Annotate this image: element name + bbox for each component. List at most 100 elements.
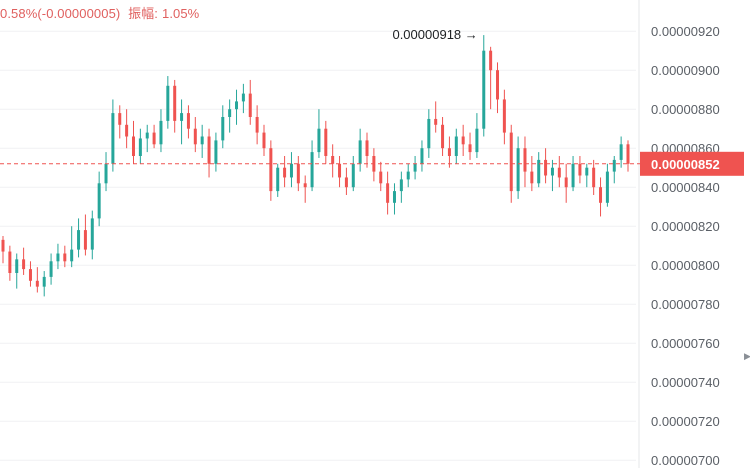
candle-body [509,132,513,192]
candle-body [496,70,500,100]
candle [585,163,589,188]
candle [441,117,445,156]
candle-body [324,128,328,156]
candle-body [468,144,472,153]
candle-body [262,132,266,149]
candle [544,148,548,184]
candle [392,183,396,215]
y-tick-label: 0.00000760 [651,336,720,351]
candle [207,128,211,178]
candle [578,156,582,184]
candle-body [386,183,390,203]
candle-body [489,50,493,71]
candle [454,128,458,164]
candle [413,156,417,180]
candle-body [427,118,431,149]
candle-body [550,167,554,176]
candle-body [180,113,184,121]
candle [83,214,87,256]
candle [344,167,348,195]
candle-body [413,163,417,172]
candle-body [571,163,575,188]
candle-body [564,177,568,188]
candle [159,109,163,153]
candle-body [214,140,218,164]
candle-body [15,259,19,273]
candle-body [104,163,108,184]
candle-body [228,109,232,117]
candle [70,226,74,268]
candle-body [392,191,396,203]
candle [241,83,245,114]
candle-body [159,120,163,145]
candle-body [406,171,410,180]
y-axis: 0.000009200.000009000.000008800.00000860… [651,24,720,468]
candle [564,163,568,203]
candle-body [138,138,142,156]
candle-body [49,261,53,277]
candle [180,99,184,145]
candle-body [310,152,314,188]
candle-body [35,280,39,287]
candle [605,163,609,207]
candle [557,156,561,188]
candle-body [276,167,280,192]
candle [145,124,149,153]
candle-body [420,148,424,164]
candle-body [173,85,177,121]
candle-body [296,163,300,184]
candle [118,105,122,139]
last-price-label: 0.00000852 [651,157,720,172]
candle-body [42,276,46,287]
grid-lines [0,30,636,461]
candle [296,156,300,192]
candle [475,113,479,158]
candle [56,243,60,270]
peak-price-label: 0.00000918 → [392,27,477,42]
candle [358,128,362,172]
candle [324,120,328,164]
candle-body [358,140,362,164]
candle-body [77,230,81,250]
candle-body [131,136,135,156]
candle [42,271,46,297]
candle [15,253,19,289]
candle-body [90,218,94,250]
candle-body [186,113,190,129]
candle [626,140,630,172]
price-overlays: 0.00000852 0.00000918 → [0,27,744,176]
y-tick-label: 0.00000700 [651,453,720,468]
candle-body [248,93,252,117]
candle-body [255,117,259,133]
candle [496,62,500,114]
y-tick-label: 0.00000720 [651,414,720,429]
candle [269,140,273,201]
candle [516,136,520,199]
candle-body [207,136,211,164]
candle [489,46,493,110]
candle [28,261,32,287]
candle [186,105,190,139]
right-arrow-icon[interactable]: ▶ [744,351,750,361]
candle-body [502,99,506,133]
candle [351,156,355,192]
candle [289,152,293,188]
candle-body [441,124,445,149]
candle-body [434,118,438,125]
candle [22,247,26,275]
candle-body [338,163,342,178]
candle [530,156,534,192]
y-tick-label: 0.00000740 [651,375,720,390]
candle [399,171,403,203]
y-tick-label: 0.00000900 [651,63,720,78]
candle [571,156,575,192]
candles-group [1,35,630,297]
candle-body [475,128,479,153]
candle-body [523,148,527,172]
candle-body [331,156,335,164]
candle-body [605,171,609,203]
candle [365,132,369,168]
candle [372,148,376,182]
